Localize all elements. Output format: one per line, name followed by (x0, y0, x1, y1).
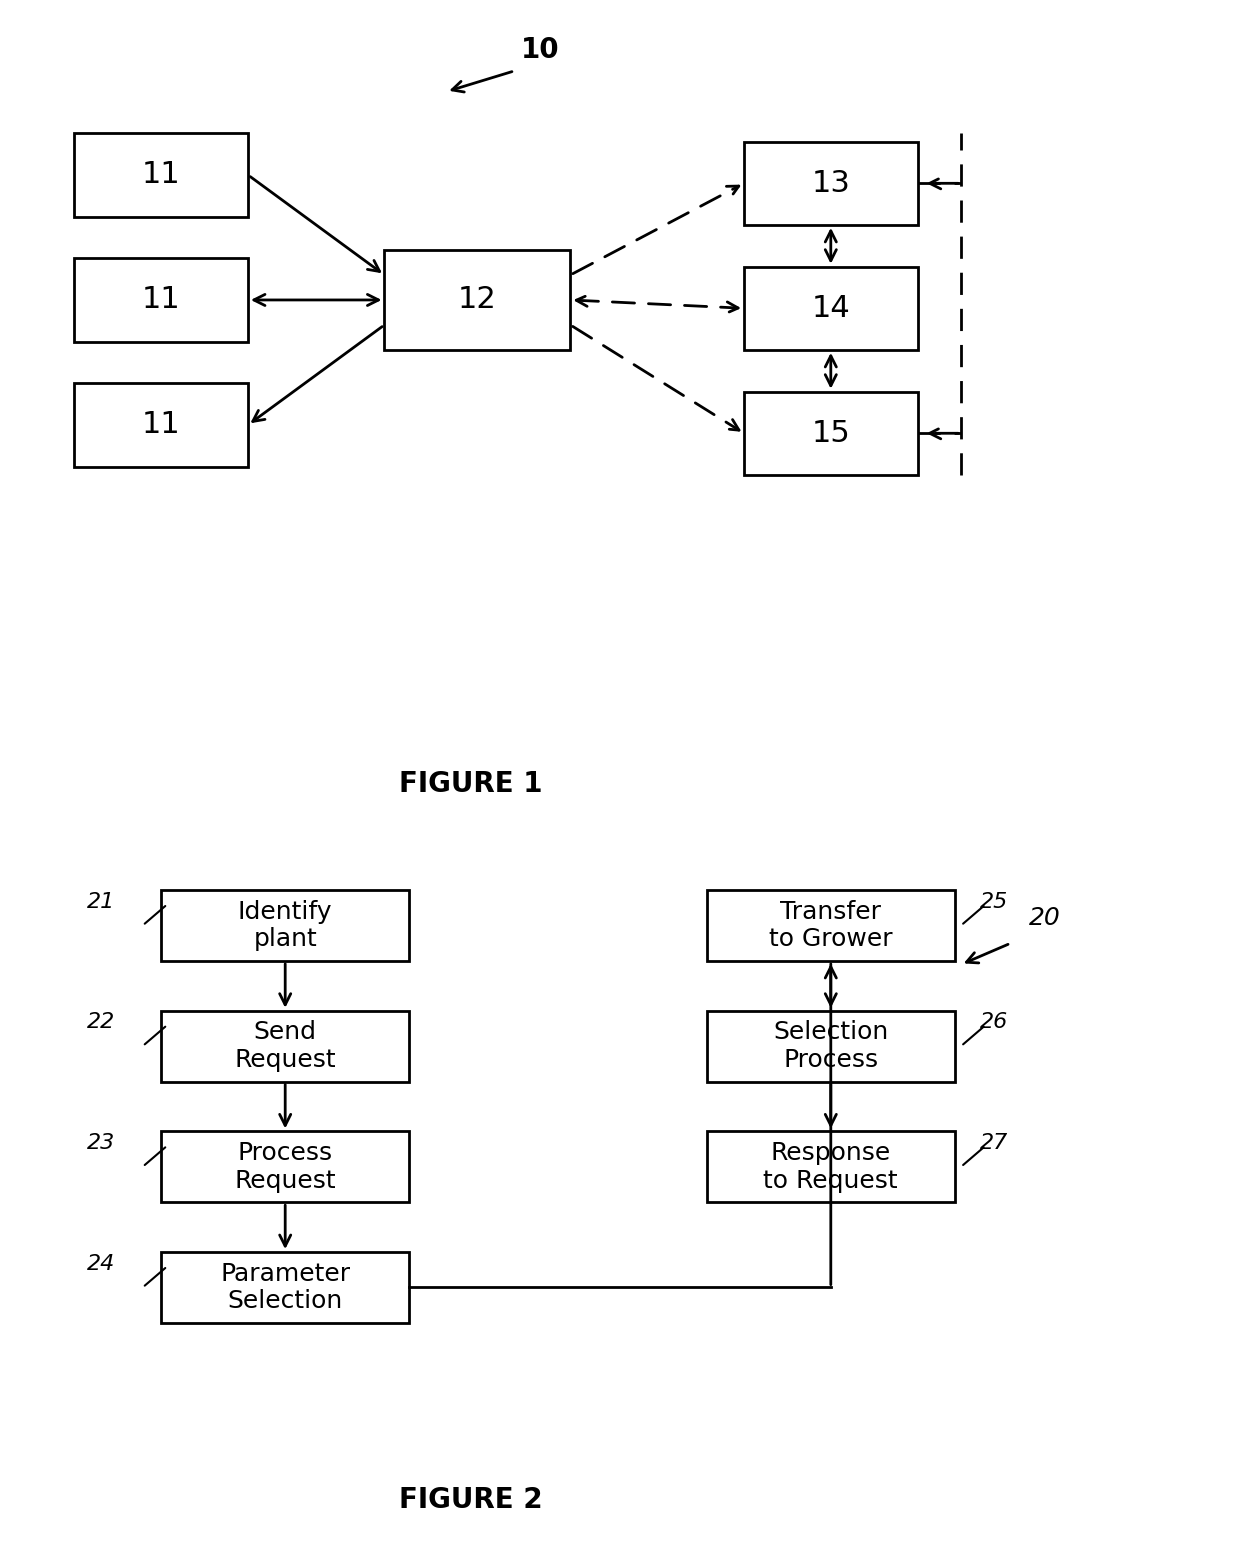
FancyBboxPatch shape (744, 267, 918, 350)
Text: 13: 13 (811, 168, 851, 198)
FancyBboxPatch shape (707, 890, 955, 961)
Text: 11: 11 (141, 285, 181, 315)
Text: 11: 11 (141, 410, 181, 440)
FancyBboxPatch shape (161, 1251, 409, 1322)
FancyBboxPatch shape (744, 142, 918, 225)
Text: 26: 26 (980, 1012, 1008, 1032)
Text: Identify
plant: Identify plant (238, 900, 332, 952)
FancyBboxPatch shape (74, 258, 248, 341)
Text: FIGURE 2: FIGURE 2 (399, 1486, 543, 1514)
Text: 20: 20 (1029, 906, 1061, 930)
Text: 24: 24 (87, 1254, 115, 1273)
FancyBboxPatch shape (707, 1131, 955, 1202)
Text: 15: 15 (811, 418, 851, 447)
Text: 22: 22 (87, 1012, 115, 1032)
Text: Selection
Process: Selection Process (774, 1020, 888, 1072)
Text: FIGURE 1: FIGURE 1 (399, 770, 543, 798)
Text: Transfer
to Grower: Transfer to Grower (769, 900, 893, 952)
Text: 27: 27 (980, 1133, 1008, 1153)
Text: Process
Request: Process Request (234, 1140, 336, 1193)
FancyBboxPatch shape (74, 133, 248, 216)
FancyBboxPatch shape (161, 890, 409, 961)
Text: 14: 14 (811, 293, 851, 322)
Text: 12: 12 (458, 285, 497, 315)
Text: 25: 25 (980, 892, 1008, 912)
Text: 10: 10 (521, 37, 559, 65)
Text: Response
to Request: Response to Request (764, 1140, 898, 1193)
Text: 21: 21 (87, 892, 115, 912)
FancyBboxPatch shape (744, 392, 918, 475)
FancyBboxPatch shape (707, 1011, 955, 1082)
FancyBboxPatch shape (161, 1131, 409, 1202)
FancyBboxPatch shape (384, 250, 570, 350)
Text: 11: 11 (141, 160, 181, 190)
FancyBboxPatch shape (74, 383, 248, 466)
Text: 23: 23 (87, 1133, 115, 1153)
Text: Parameter
Selection: Parameter Selection (221, 1262, 350, 1313)
FancyBboxPatch shape (161, 1011, 409, 1082)
Text: Send
Request: Send Request (234, 1020, 336, 1072)
